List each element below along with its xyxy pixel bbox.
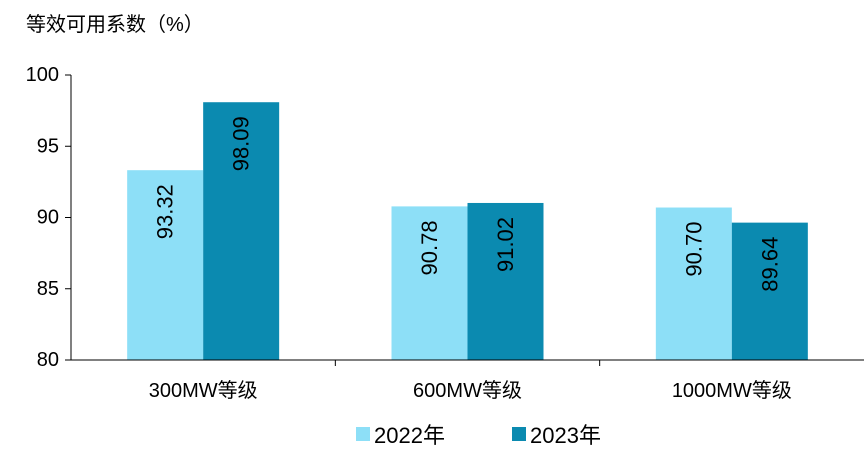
data-label-2022-2: 90.78 [417, 220, 442, 275]
y-tick-label-95: 95 [37, 135, 59, 157]
x-tick-label-3: 1000MW等级 [672, 379, 792, 402]
data-label-2022-1: 93.32 [153, 184, 178, 239]
legend-item-2023: 2023年 [512, 418, 601, 450]
legend-swatch-2022 [356, 427, 370, 441]
legend: 2022年 2023年 [0, 418, 864, 448]
legend-swatch-2023 [512, 427, 526, 441]
y-axis-title: 等效可用系数（%） [26, 14, 204, 36]
bar-2023-3 [731, 222, 808, 360]
bar-2023-2 [467, 202, 544, 360]
bar-2022-1 [127, 170, 204, 360]
legend-label-2022: 2022年 [374, 423, 445, 448]
y-tick-label-85: 85 [37, 278, 59, 300]
data-label-2022-3: 90.70 [681, 222, 706, 277]
data-label-2023-3: 89.64 [757, 237, 782, 292]
data-label-2023-2: 91.02 [493, 217, 518, 272]
bar-2023-1 [203, 102, 280, 360]
x-tick-label-2: 600MW等级 [413, 379, 522, 402]
data-label-2023-1: 98.09 [229, 116, 254, 171]
y-tick-label-90: 90 [37, 207, 59, 229]
bar-chart: 93.32 98.09 300MW等级 90.78 91.02 600MW等级 90.70 8… [26, 64, 864, 402]
legend-item-2022: 2022年 [356, 418, 445, 450]
legend-label-2023: 2023年 [530, 423, 601, 448]
bar-2022-3 [655, 207, 732, 360]
x-tick-label-1: 300MW等级 [149, 379, 258, 402]
y-tick-label-80: 80 [37, 349, 59, 371]
y-tick-label-100: 100 [26, 64, 59, 86]
bar-2022-2 [391, 206, 468, 360]
